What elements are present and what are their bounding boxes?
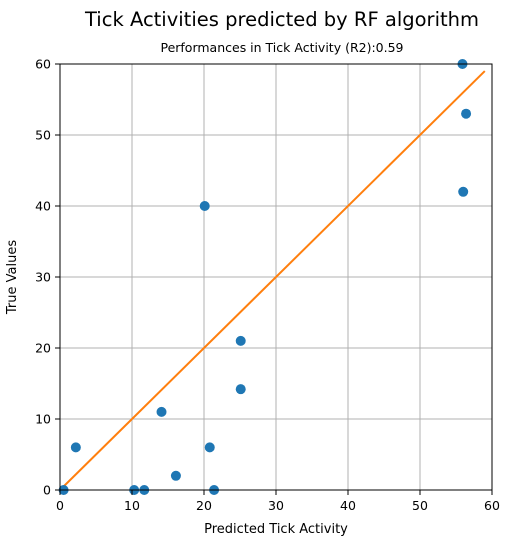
data-point <box>458 186 469 197</box>
x-tick-label: 10 <box>124 498 140 513</box>
y-axis-ticks: 0 10 20 30 40 50 60 <box>35 57 60 498</box>
fit-line <box>59 70 486 491</box>
chart-subtitle: Performances in Tick Activity (R2):0.59 <box>160 40 403 55</box>
y-tick-label: 20 <box>35 341 51 356</box>
x-axis-label: Predicted Tick Activity <box>204 522 348 537</box>
y-axis-label: True Values <box>5 240 20 315</box>
y-tick-label: 10 <box>35 412 51 427</box>
y-tick-label: 0 <box>43 483 51 498</box>
data-point <box>199 201 210 211</box>
fit-line-layer <box>59 70 486 491</box>
x-tick-label: 50 <box>412 498 428 513</box>
x-tick-label: 40 <box>340 498 356 513</box>
y-tick-label: 60 <box>35 57 51 72</box>
data-point <box>461 108 472 119</box>
y-tick-label: 50 <box>35 128 51 143</box>
data-point <box>204 442 215 453</box>
data-point <box>170 470 181 481</box>
x-tick-label: 60 <box>484 498 500 513</box>
x-tick-label: 30 <box>268 498 284 513</box>
data-point <box>70 442 81 453</box>
x-tick-label: 20 <box>196 498 212 513</box>
y-tick-label: 40 <box>35 199 51 214</box>
chart-title: Tick Activities predicted by RF algorith… <box>84 8 479 31</box>
y-tick-label: 30 <box>35 270 51 285</box>
x-axis-ticks: 0 10 20 30 40 50 60 <box>56 490 500 513</box>
data-point <box>235 335 246 346</box>
data-point <box>156 406 167 417</box>
x-tick-label: 0 <box>56 498 64 513</box>
data-point <box>235 384 246 395</box>
